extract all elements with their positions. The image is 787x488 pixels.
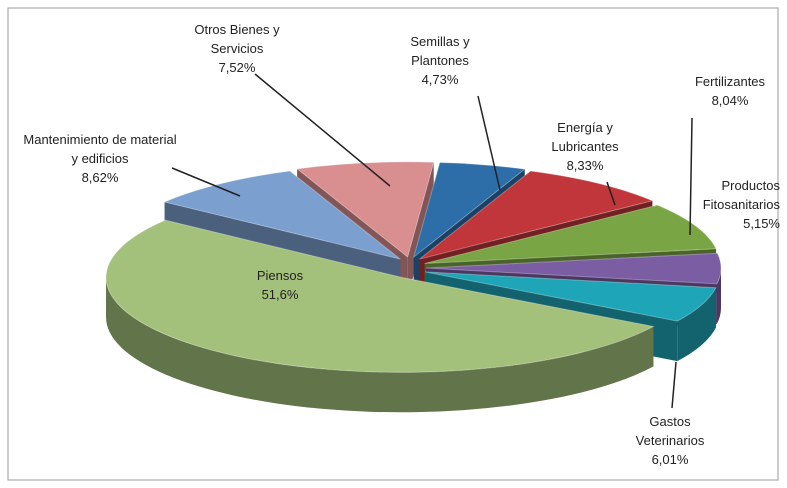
slice-side xyxy=(716,268,721,324)
category-label: Energía y Lubricantes xyxy=(551,120,619,154)
slice-label: Fertilizantes 8,04% xyxy=(680,72,780,110)
value-label: 51,6% xyxy=(261,287,299,302)
slice-label: Mantenimiento de material y edificios 8,6… xyxy=(20,130,180,187)
leader-line xyxy=(689,117,693,236)
leader-line xyxy=(606,181,616,206)
slice-label: Semillas y Plantones 4,73% xyxy=(390,32,490,89)
leader-line xyxy=(171,167,241,197)
slice-label: Energía y Lubricantes 8,33% xyxy=(540,118,630,175)
category-label: Gastos Veterinarios xyxy=(635,414,705,448)
value-label: 6,01% xyxy=(651,452,689,467)
value-label: 5,15% xyxy=(743,216,780,231)
value-label: 8,04% xyxy=(711,93,749,108)
slice-side xyxy=(106,277,654,413)
value-label: 7,52% xyxy=(218,60,256,75)
slice-label: Piensos 51,6% xyxy=(240,266,320,304)
slice xyxy=(424,204,717,265)
category-label: Otros Bienes y Servicios xyxy=(194,22,280,56)
value-label: 8,33% xyxy=(566,158,604,173)
slice-side xyxy=(677,287,716,362)
slice xyxy=(419,170,654,260)
category-label: Piensos xyxy=(256,268,304,283)
slice xyxy=(412,161,526,259)
category-label: Mantenimiento de material y edificios xyxy=(23,132,177,166)
slice xyxy=(295,161,435,258)
slice xyxy=(105,219,655,373)
category-label: Semillas y Plantones xyxy=(410,34,470,68)
leader-line xyxy=(671,361,677,409)
slice xyxy=(425,252,722,285)
leader-lines xyxy=(171,73,693,409)
slice-label: Otros Bienes y Servicios 7,52% xyxy=(167,20,307,77)
slice xyxy=(162,170,401,260)
leader-line xyxy=(477,95,501,191)
slice-label: Gastos Veterinarios 6,01% xyxy=(620,412,720,469)
category-label: Productos Fitosanitarios xyxy=(702,178,780,212)
slice xyxy=(424,271,717,322)
slice-label: Productos Fitosanitarios 5,15% xyxy=(670,176,780,233)
value-label: 8,62% xyxy=(81,170,119,185)
value-label: 4,73% xyxy=(421,72,459,87)
leader-line xyxy=(254,73,391,187)
category-label: Fertilizantes xyxy=(694,74,766,89)
